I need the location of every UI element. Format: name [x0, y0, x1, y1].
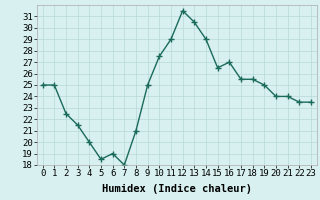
X-axis label: Humidex (Indice chaleur): Humidex (Indice chaleur) — [102, 184, 252, 194]
